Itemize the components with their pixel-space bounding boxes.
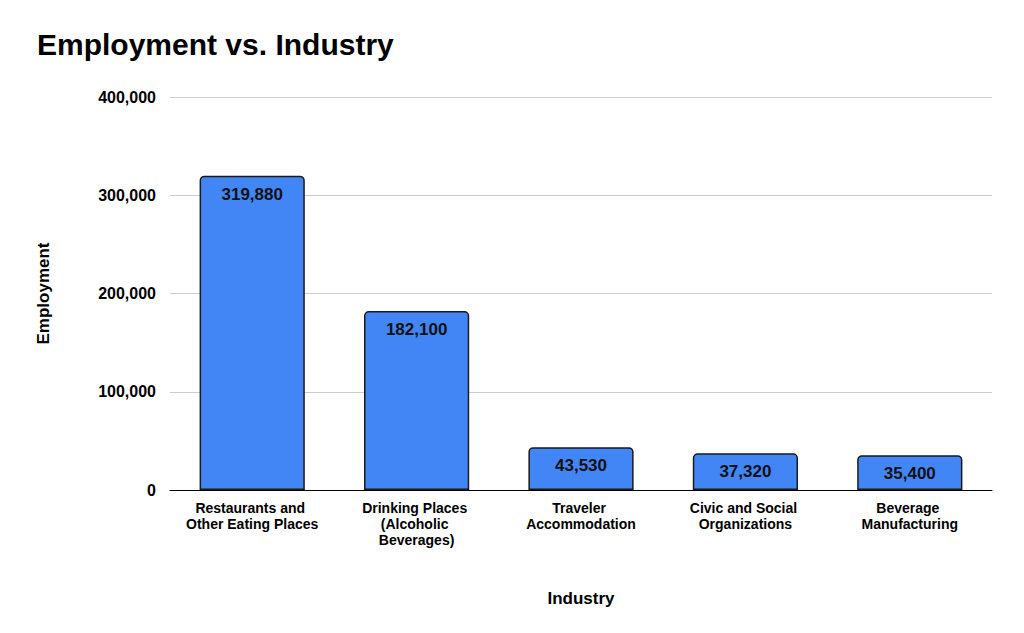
svg-text:37,320: 37,320: [719, 462, 771, 481]
svg-text:200,000: 200,000: [98, 285, 156, 302]
svg-text:182,100: 182,100: [386, 320, 447, 339]
svg-text:400,000: 400,000: [98, 89, 156, 106]
svg-text:Beverage: Beverage: [876, 500, 943, 516]
svg-text:Traveler: Traveler: [552, 500, 610, 516]
svg-text:Organizations: Organizations: [699, 516, 793, 532]
svg-text:35,400: 35,400: [884, 464, 936, 483]
svg-text:300,000: 300,000: [98, 187, 156, 204]
svg-text:Employment vs. Industry: Employment vs. Industry: [37, 28, 394, 61]
svg-text:Civic and Social: Civic and Social: [690, 500, 801, 516]
svg-text:Restaurants and: Restaurants and: [195, 500, 309, 516]
svg-text:100,000: 100,000: [98, 383, 156, 400]
svg-text:Beverages): Beverages): [379, 532, 455, 548]
svg-text:Accommodation: Accommodation: [526, 516, 636, 532]
svg-text:43,530: 43,530: [555, 456, 607, 475]
svg-text:0: 0: [147, 482, 156, 499]
svg-text:Drinking Places: Drinking Places: [362, 500, 471, 516]
svg-text:319,880: 319,880: [221, 185, 282, 204]
svg-text:(Alcoholic: (Alcoholic: [381, 516, 453, 532]
svg-text:Manufacturing: Manufacturing: [862, 516, 958, 532]
svg-text:Other Eating Places: Other Eating Places: [186, 516, 318, 532]
svg-text:Industry: Industry: [547, 589, 615, 608]
svg-text:Employment: Employment: [34, 242, 53, 344]
